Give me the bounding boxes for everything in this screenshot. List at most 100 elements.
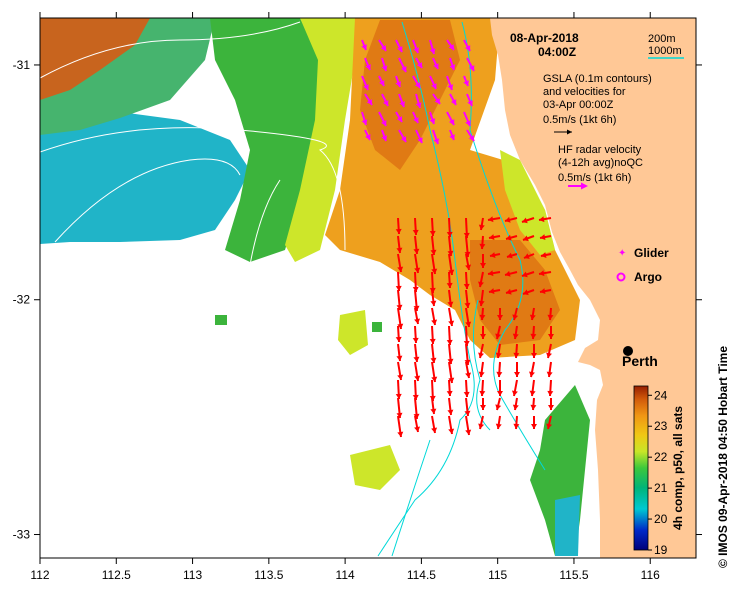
gsla-arrow (432, 57, 439, 70)
hf-arrow (446, 325, 453, 346)
hf-arrow (430, 343, 437, 364)
hf-arrow (538, 270, 552, 277)
y-tick-label: -33 (13, 528, 31, 542)
gsla-arrow (412, 111, 419, 124)
gsla-arrow (463, 75, 469, 87)
gsla-arrow (463, 111, 471, 127)
hf-arrow (397, 307, 404, 330)
hf-arrow (429, 217, 436, 237)
gsla-note-scale: 0.5m/s (1kt 6h) (543, 114, 616, 126)
hf-arrow (496, 361, 503, 378)
gsla-arrow (395, 39, 403, 53)
hf-arrow (478, 343, 484, 359)
hf-arrow (478, 289, 485, 307)
hf-arrow (395, 217, 402, 235)
argo-label: Argo (634, 270, 662, 284)
gsla-arrow (381, 57, 388, 72)
gsla-note: GSLA (0.1m contours) and velocities for … (543, 73, 652, 135)
hf-arrow (464, 235, 471, 258)
hf-note-line2: (4-12h avg)noQC (558, 157, 643, 169)
hf-arrow (431, 307, 438, 326)
hf-arrow (522, 289, 535, 296)
gsla-arrow (412, 75, 421, 89)
gsla-arrow (446, 111, 455, 126)
hf-arrow (478, 217, 485, 231)
gsla-arrow (395, 111, 403, 123)
gsla-arrow (449, 93, 457, 106)
hf-arrow (446, 271, 453, 289)
gsla-arrow (361, 75, 369, 91)
hf-arrow (430, 235, 437, 256)
hf-arrow (505, 234, 518, 241)
gsla-arrow (395, 75, 402, 88)
sst-orange-core (360, 20, 460, 170)
gsla-arrow (398, 57, 407, 73)
gsla-arrow (432, 129, 440, 145)
hf-arrow (488, 234, 501, 241)
marker-legend: ✦ Glider Argo (616, 246, 669, 284)
colorbar-tick-label: 21 (654, 481, 668, 495)
hf-arrow (430, 397, 437, 415)
hf-arrow (540, 252, 552, 258)
hf-arrow (413, 289, 420, 312)
depth-legend-1000m: 1000m (648, 45, 682, 57)
hf-arrow (522, 235, 535, 242)
hf-arrow (463, 379, 470, 398)
hf-arrow (413, 235, 420, 255)
x-tick-label: 115 (488, 568, 507, 582)
gsla-arrow (378, 111, 387, 127)
gsla-arrow (398, 129, 407, 143)
hf-arrow (495, 325, 502, 340)
hf-arrow (414, 307, 421, 325)
y-axis: -31 -32 -33 (13, 58, 702, 542)
hf-arrow (465, 415, 472, 436)
hf-arrow (479, 235, 486, 250)
hf-arrow (489, 252, 501, 258)
gsla-arrow (429, 111, 436, 125)
hf-arrow (412, 325, 419, 344)
colorbar-tick-label: 23 (654, 419, 668, 433)
glider-symbol: ✦ (618, 248, 626, 259)
hf-arrow (495, 415, 502, 430)
hf-arrow (414, 415, 421, 433)
hf-arrow (414, 361, 421, 382)
hf-arrow (478, 361, 485, 378)
hf-arrow (414, 253, 421, 274)
sst-yellow-band (285, 18, 360, 262)
hf-arrow (495, 397, 502, 411)
hf-arrow (448, 253, 455, 276)
hf-arrow (396, 235, 403, 254)
gsla-arrow (378, 75, 385, 87)
hf-arrow (504, 270, 518, 277)
hf-arrow (396, 289, 403, 311)
argo-symbol (616, 272, 626, 282)
hf-arrow (530, 397, 537, 411)
x-tick-label: 114 (336, 568, 355, 582)
hf-arrow (531, 344, 537, 358)
colorbar-label: 4h comp, p50, all sats (671, 406, 685, 530)
hf-arrow (431, 253, 438, 275)
gsla-arrow (398, 93, 406, 108)
x-tick-label: 113 (183, 568, 202, 582)
colorbar-bar (633, 385, 649, 551)
gsla-arrow (378, 39, 387, 52)
sst-orange-south (470, 240, 560, 345)
hf-arrow (479, 307, 486, 321)
gsla-arrow (429, 39, 436, 55)
sst-se-cyan (555, 495, 580, 556)
hf-arrow (497, 308, 503, 320)
x-tick-label: 113.5 (254, 568, 283, 582)
hf-arrow (530, 325, 537, 340)
hf-radar-arrows (395, 216, 554, 438)
hf-arrow (464, 343, 471, 366)
hf-arrow (464, 397, 471, 417)
gsla-arrow (361, 111, 368, 126)
hf-arrow (463, 217, 470, 239)
gsla-arrow (446, 39, 455, 51)
gsla-arrow (381, 93, 389, 107)
hf-arrow (464, 289, 471, 309)
hf-arrow (480, 398, 486, 410)
hf-arrow (397, 361, 404, 381)
hf-arrow (447, 397, 454, 416)
gsla-arrow (446, 75, 454, 91)
